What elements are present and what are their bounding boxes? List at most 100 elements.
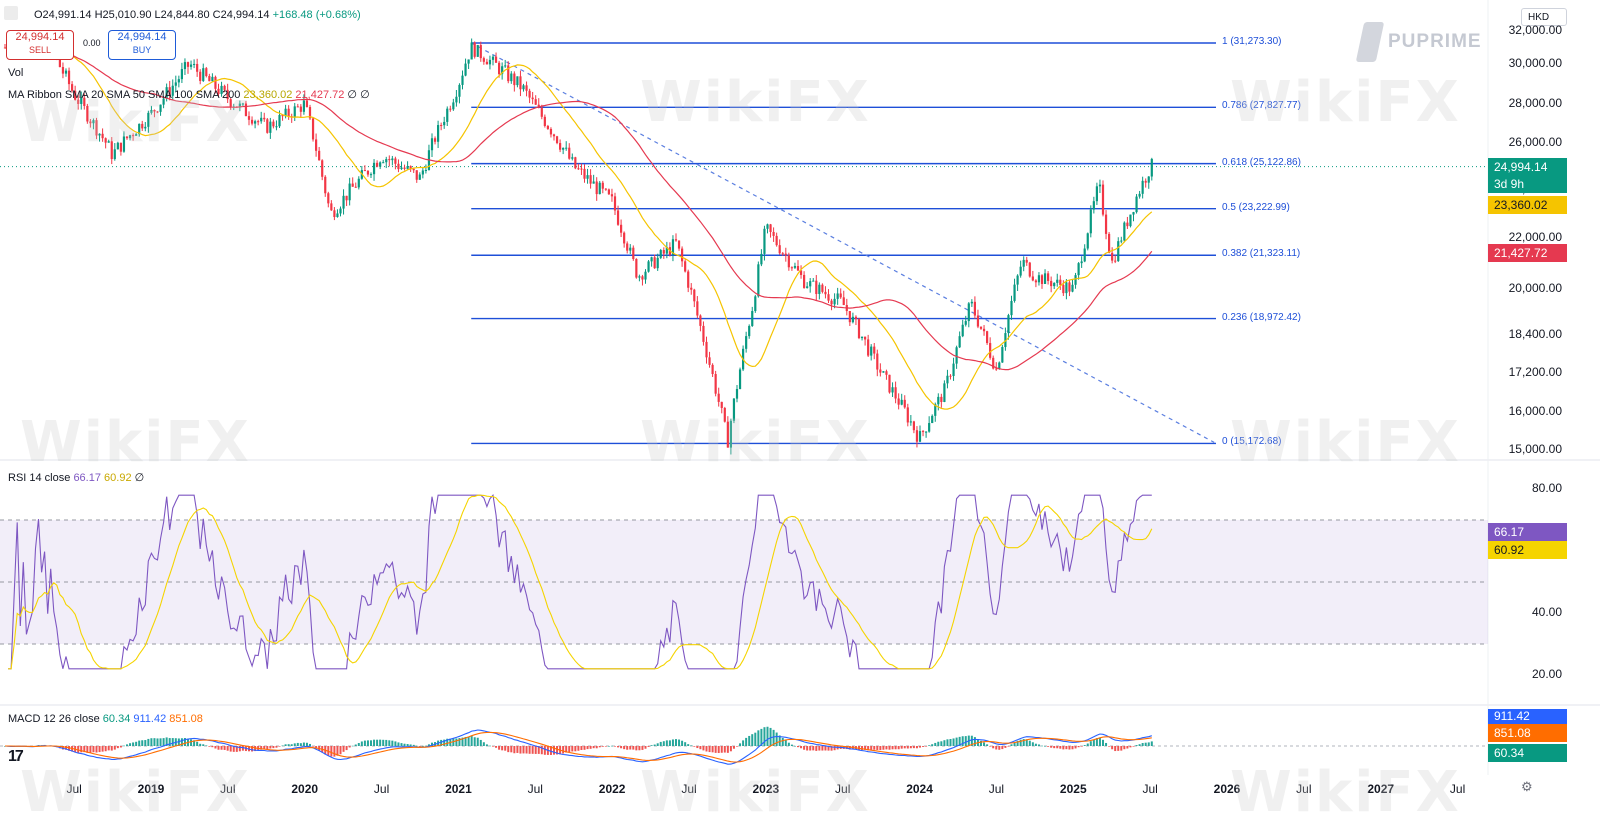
macd-histogram-bar	[1001, 746, 1004, 750]
candle-body	[961, 324, 964, 337]
macd-histogram-bar	[498, 746, 501, 750]
macd-histogram-bar	[1074, 746, 1077, 749]
candle-body	[952, 363, 955, 376]
candle-body	[394, 158, 397, 164]
candle-body	[305, 100, 309, 108]
candle-body	[1117, 241, 1120, 262]
candle-body	[144, 126, 147, 129]
menu-icon[interactable]	[4, 6, 18, 20]
candle-body	[1129, 214, 1132, 227]
rsi-legend[interactable]: RSI 14 close 66.17 60.92 ∅	[8, 471, 144, 484]
candle-body	[702, 325, 705, 342]
sell-button[interactable]: 24,994.14 SELL	[6, 30, 74, 60]
macd-title: MACD 12 26 close	[8, 713, 100, 725]
fib-level-label: 0.236 (18,972.42)	[1222, 311, 1301, 323]
macd-histogram-bar	[617, 746, 620, 748]
candle-body	[1037, 275, 1041, 283]
macd-histogram-bar	[360, 741, 363, 746]
candle-body	[925, 431, 928, 433]
time-axis-tick: Jul	[527, 782, 543, 796]
candle-body	[125, 136, 129, 139]
time-axis-tick: 2027	[1367, 782, 1395, 796]
macd-histogram-bar	[223, 746, 226, 750]
macd-histogram-bar	[757, 730, 760, 746]
candle-body	[83, 97, 86, 106]
macd-histogram-bar	[1126, 746, 1129, 749]
macd-histogram-bar	[302, 742, 305, 746]
sma50-line	[4, 47, 1153, 371]
candle-body	[986, 331, 989, 344]
macd-histogram-bar	[1025, 739, 1028, 746]
candle-body	[796, 266, 800, 271]
settings-gear-icon[interactable]: ⚙	[1521, 779, 1533, 794]
ma-ribbon-legend[interactable]: MA Ribbon SMA 20 SMA 50 SMA 100 SMA 200 …	[8, 88, 370, 101]
macd-histogram-bar	[1044, 745, 1047, 747]
macd-histogram-bar	[104, 746, 107, 752]
candle-body	[1071, 284, 1074, 292]
macd-histogram-bar	[440, 739, 443, 746]
candle-body	[885, 371, 888, 375]
macd-histogram-bar	[330, 746, 333, 757]
sell-price: 24,994.14	[15, 31, 65, 43]
macd-histogram-bar	[80, 746, 83, 753]
candle-body	[379, 162, 382, 167]
macd-histogram-bar	[980, 740, 982, 746]
candle-body	[976, 315, 980, 327]
axis-badge-signal: 851.08	[1488, 724, 1567, 742]
candle-body	[321, 160, 324, 177]
macd-histogram-bar	[122, 745, 125, 747]
sma20-legend-value: 23,360.02	[243, 89, 293, 101]
macd-histogram-bar	[729, 746, 732, 752]
macd-histogram-bar	[568, 746, 571, 753]
macd-histogram-bar	[610, 745, 613, 747]
candle-body	[607, 189, 610, 195]
macd-histogram-bar	[1092, 739, 1095, 746]
candle-body	[857, 319, 861, 339]
rsi-axis-tick: 40.00	[1531, 605, 1562, 619]
candle-body	[281, 115, 284, 117]
candle-body	[351, 183, 354, 187]
macd-legend[interactable]: MACD 12 26 close 60.34 911.42 851.08	[8, 713, 203, 725]
macd-histogram-bar	[528, 746, 531, 754]
candle-body	[452, 102, 455, 110]
candle-body	[595, 181, 598, 195]
macd-histogram-bar	[1102, 739, 1104, 746]
candle-body	[1007, 315, 1010, 334]
candle-body	[403, 167, 406, 169]
candle-body	[1013, 284, 1016, 301]
macd-histogram-bar	[315, 746, 318, 749]
rsi-title: RSI 14 close	[8, 472, 71, 484]
currency-selector[interactable]: HKD	[1521, 8, 1567, 26]
tradingview-logo[interactable]: 17	[8, 748, 24, 765]
macd-histogram-bar	[473, 737, 476, 746]
macd-histogram-bar	[589, 746, 592, 749]
buy-button[interactable]: 24,994.14 BUY	[108, 30, 176, 60]
macd-histogram-bar	[488, 745, 491, 747]
macd-histogram-bar	[156, 738, 159, 746]
macd-histogram-bar	[522, 746, 525, 754]
macd-histogram-bar	[592, 746, 595, 749]
volume-legend[interactable]: Vol	[8, 67, 24, 79]
macd-histogram-bar	[1135, 745, 1138, 746]
candle-body	[836, 293, 839, 299]
candle-body	[616, 210, 620, 225]
macd-histogram-bar	[1047, 746, 1050, 747]
rsi-axis-tick: 20.00	[1531, 667, 1562, 681]
candle-body	[443, 121, 446, 126]
candle-body	[629, 247, 632, 251]
macd-histogram-bar	[864, 746, 867, 750]
candle-body	[690, 287, 693, 290]
macd-histogram-bar	[272, 746, 275, 749]
candle-body	[107, 141, 110, 143]
wikifx-watermark: WikiFX	[1230, 70, 1461, 135]
macd-histogram-bar	[1141, 743, 1144, 746]
macd-histogram-bar	[376, 739, 379, 746]
macd-histogram-bar	[467, 736, 470, 746]
macd-histogram-bar	[281, 745, 284, 747]
macd-histogram-bar	[482, 742, 485, 746]
macd-histogram-bar	[1132, 746, 1135, 747]
macd-histogram-bar	[784, 740, 787, 746]
macd-histogram-bar	[351, 745, 354, 747]
macd-histogram-bar	[736, 746, 738, 747]
